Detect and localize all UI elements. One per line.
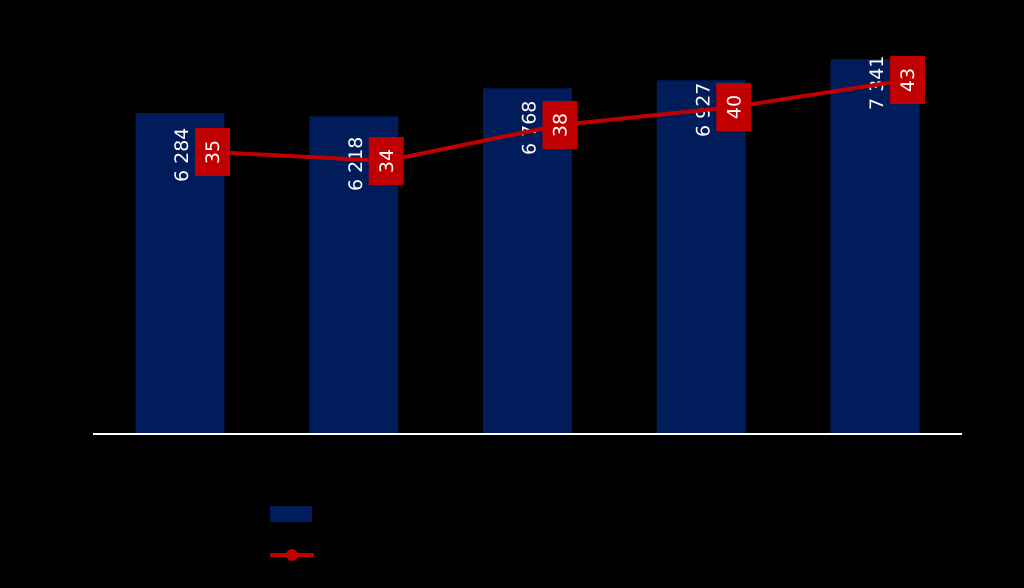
line-point-label-box	[368, 137, 404, 185]
legend-line-marker	[286, 549, 298, 561]
line-value-label: 43	[897, 68, 919, 92]
bar-value-label: 6 768	[519, 101, 541, 155]
line-value-label: 38	[550, 113, 572, 137]
bar	[656, 80, 746, 433]
line-value-label: 34	[376, 149, 398, 173]
line-point-label-box	[890, 56, 925, 104]
line-point-label-box	[195, 128, 230, 176]
legend	[270, 506, 314, 561]
line-point-label-box	[542, 101, 578, 149]
line-series: 35 34 38 40 43	[195, 56, 925, 185]
bar-value-label: 6 284	[171, 128, 193, 182]
line-value-label: 40	[723, 95, 745, 119]
bar	[830, 59, 920, 434]
line-point-label-box	[716, 83, 752, 131]
line-value-label: 35	[202, 140, 224, 164]
bar-value-label: 6 218	[345, 137, 367, 191]
legend-bar-swatch	[270, 506, 312, 522]
